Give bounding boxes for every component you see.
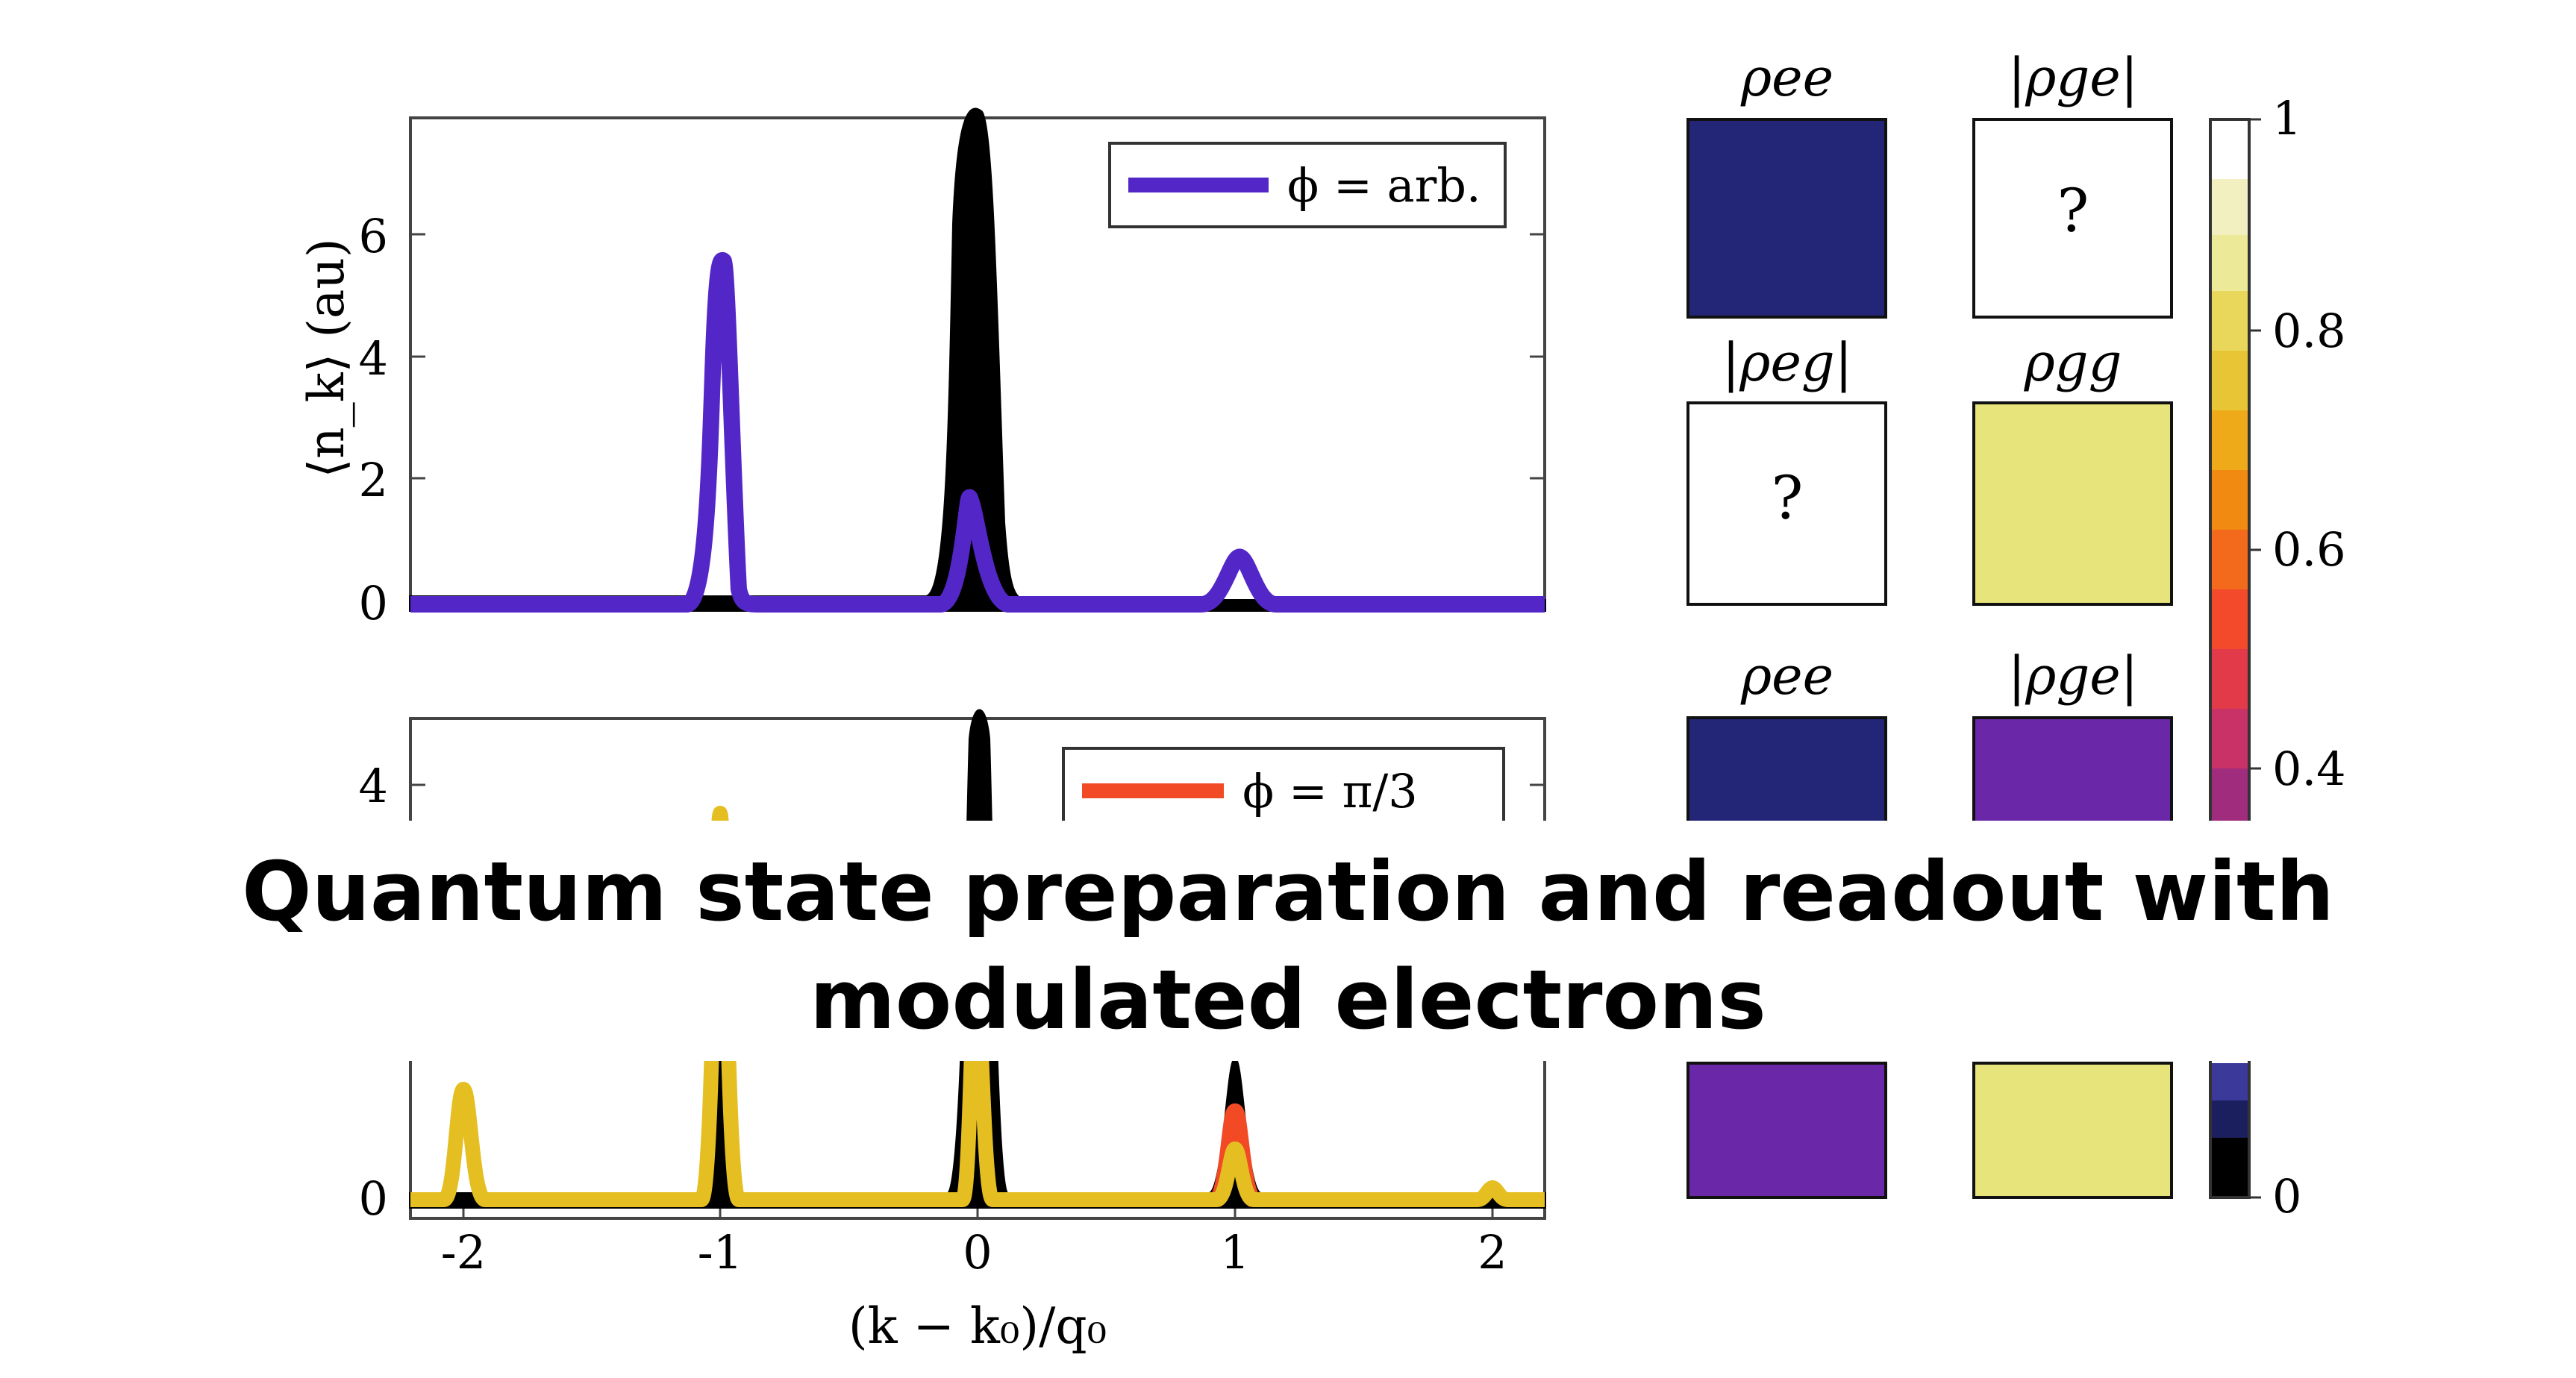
top-ytick-6: 6 <box>359 209 388 263</box>
label-rho-ee-2: ρee <box>1740 645 1833 707</box>
cell-rho-gg <box>1972 401 2173 606</box>
colorbar-tick-1: 1 <box>2272 91 2301 145</box>
bottom-plot-xlabel: (k − k₀)/q₀ <box>848 1297 1107 1355</box>
cell-rho-ge-unknown: ? <box>2057 176 2089 245</box>
label-rho-ee: ρee <box>1740 47 1833 108</box>
top-spectrum-plot: 0 2 4 6 ⟨n_k⟩ (au) ϕ = arb. <box>298 107 1546 630</box>
xtick-2: 2 <box>1478 1225 1507 1280</box>
caption-band <box>0 821 2576 1061</box>
colorbar-tick-0-8: 0.8 <box>2272 304 2346 358</box>
bottom-legend-label: ϕ = π/3 <box>1242 764 1418 818</box>
cell-rho-ge <box>1972 118 2173 319</box>
bottom-ytick-4: 4 <box>359 759 388 813</box>
cell-rho-ge-2 <box>1972 716 2173 831</box>
density-matrix-bottom: ρee |ρge| <box>1686 645 2173 1199</box>
cell-rho-ee <box>1686 118 1887 319</box>
top-series-black <box>409 107 1546 612</box>
caption-line-2: modulated electrons <box>810 952 1766 1047</box>
cell-rho-gg-2 <box>1972 1062 2173 1199</box>
colorbar-tick-0-4: 0.4 <box>2272 742 2346 796</box>
cell-rho-eg-2 <box>1686 1062 1887 1199</box>
bottom-legend: ϕ = π/3 <box>1062 747 1505 833</box>
colorbar: 1 0.8 0.6 0.4 0 <box>2209 91 2346 1224</box>
bottom-ytick-0: 0 <box>359 1171 388 1226</box>
label-rho-eg: |ρeg| <box>1722 332 1853 393</box>
xtick-1: 1 <box>1220 1225 1249 1280</box>
cell-rho-ee-2 <box>1686 716 1887 831</box>
xtick-minus1: -1 <box>698 1225 743 1280</box>
label-rho-ge-2: |ρge| <box>2008 645 2139 707</box>
density-matrix-top: ρee |ρge| ? |ρeg| ρgg ? <box>1686 47 2173 606</box>
top-ytick-0: 0 <box>359 576 388 630</box>
label-rho-gg: ρgg <box>2024 332 2122 393</box>
colorbar-tick-0: 0 <box>2272 1169 2301 1224</box>
xtick-0: 0 <box>963 1225 992 1280</box>
top-ytick-2: 2 <box>359 453 388 507</box>
top-legend: ϕ = arb. <box>1108 142 1507 228</box>
caption-line-1: Quantum state preparation and readout wi… <box>242 844 2334 939</box>
label-rho-ge: |ρge| <box>2008 47 2139 108</box>
top-series-phi-arb <box>410 251 1545 613</box>
top-legend-label: ϕ = arb. <box>1287 158 1481 213</box>
colorbar-tick-0-6: 0.6 <box>2272 522 2346 577</box>
top-plot-ylabel: ⟨n_k⟩ (au) <box>298 238 355 477</box>
top-ytick-4: 4 <box>359 331 388 386</box>
cell-rho-eg-unknown: ? <box>1772 463 1804 533</box>
bottom-series-yellow <box>410 806 1545 1207</box>
xtick-minus2: -2 <box>441 1225 486 1280</box>
cell-rho-eg <box>1686 401 1887 606</box>
